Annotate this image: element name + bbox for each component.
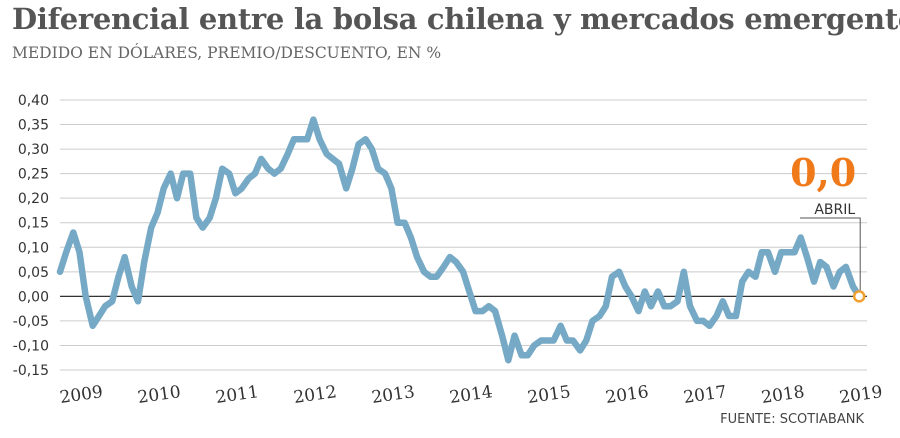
x-tick-label: 2013 — [370, 382, 416, 408]
y-tick-label: 0,15 — [18, 216, 49, 232]
y-tick-label: 0,40 — [18, 93, 49, 109]
annotation-value: 0,0 — [790, 150, 856, 195]
y-tick-label: 0,20 — [18, 191, 49, 207]
annotation-leader-line — [800, 217, 861, 291]
series-line — [56, 116, 863, 364]
gridlines — [60, 99, 867, 371]
y-tick-label: 0,05 — [18, 265, 49, 281]
source-note: FUENTE: SCOTIABANK — [720, 412, 864, 427]
x-tick-label: 2018 — [760, 382, 806, 408]
y-tick-label: 0,10 — [18, 240, 49, 256]
x-tick-label: 2017 — [682, 382, 728, 408]
chart-title: Diferencial entre la bolsa chilena y mer… — [12, 2, 900, 36]
y-tick-label: 0,30 — [18, 142, 49, 158]
x-tick-label: 2012 — [292, 382, 338, 408]
y-tick-label: -0,15 — [13, 363, 49, 379]
y-tick-label: -0,10 — [13, 338, 49, 354]
annotation-label: ABRIL — [814, 202, 855, 218]
y-tick-label: 0,25 — [18, 167, 49, 183]
chart-subtitle: MEDIDO EN DÓLARES, PREMIO/DESCUENTO, EN … — [12, 44, 442, 62]
y-tick-label: 0,35 — [18, 118, 49, 134]
x-tick-label: 2010 — [136, 382, 182, 408]
x-tick-label: 2015 — [526, 382, 572, 408]
x-tick-label: 2014 — [448, 382, 494, 408]
x-tick-label: 2016 — [604, 382, 650, 408]
endpoint-marker — [852, 290, 866, 303]
x-axis-tick-labels: 2009 2010 2011 2012 2013 2014 2015 2016 2017 2018… — [58, 382, 883, 408]
y-axis-tick-labels: 0,40 0,35 0,30 0,25 0,20 0,15 0,10 0,05 0,00 -0,0… — [13, 93, 49, 379]
x-tick-label: 2009 — [58, 382, 104, 408]
y-tick-label: -0,05 — [13, 314, 49, 330]
x-tick-label: 2011 — [214, 382, 260, 408]
x-tick-label: 2019 — [838, 382, 884, 408]
y-tick-label: 0,00 — [18, 289, 49, 305]
